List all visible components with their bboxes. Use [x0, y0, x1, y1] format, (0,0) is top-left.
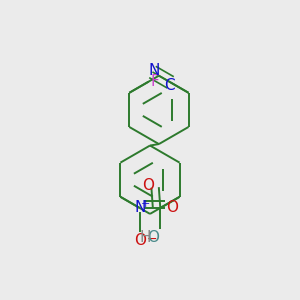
Text: O: O: [142, 178, 154, 193]
Text: −: −: [146, 233, 157, 246]
Text: N: N: [148, 63, 160, 78]
Text: C: C: [164, 78, 174, 93]
Text: F: F: [150, 74, 159, 89]
Text: H: H: [140, 230, 152, 245]
Text: O: O: [147, 230, 159, 245]
Text: O: O: [167, 200, 178, 215]
Text: N: N: [134, 200, 146, 215]
Text: O: O: [134, 233, 146, 248]
Text: +: +: [140, 200, 150, 209]
